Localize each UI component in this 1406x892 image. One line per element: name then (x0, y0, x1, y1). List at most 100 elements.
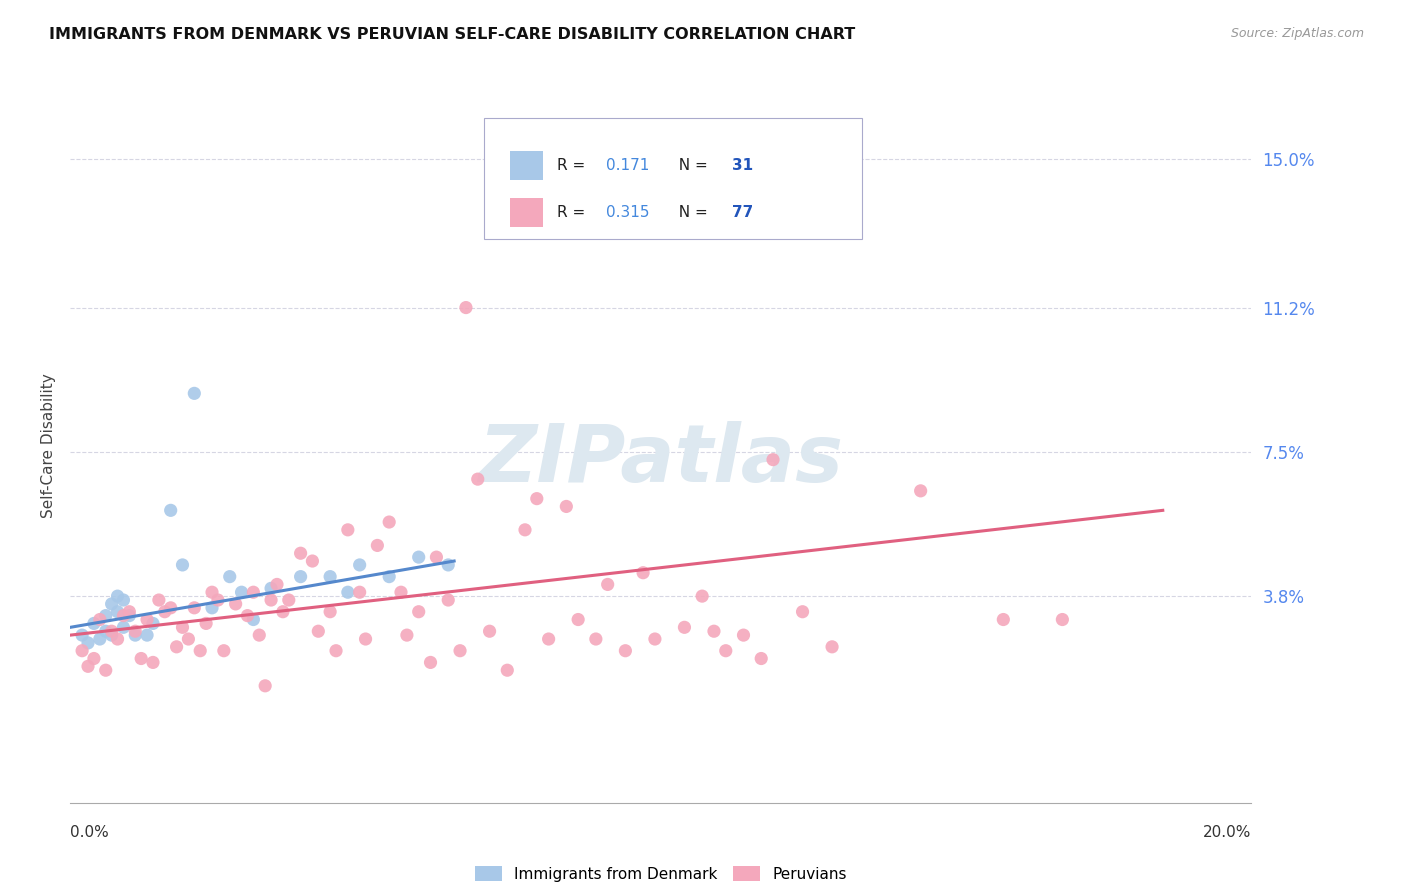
Point (183, 386, 205, 401)
Point (673, 620, 696, 634)
Point (225, 597, 247, 611)
Point (449, 644, 471, 658)
Point (454, 301, 477, 315)
Point (166, 640, 188, 654)
Point (714, 644, 737, 658)
Point (910, 483, 932, 498)
Point (242, 613, 264, 627)
Point (526, 491, 548, 506)
Point (112, 620, 135, 634)
Point (247, 628, 270, 642)
Point (136, 628, 159, 642)
Point (349, 558, 371, 572)
Point (94, 608, 117, 623)
Point (378, 569, 401, 583)
Point (336, 585, 359, 599)
Text: Source: ZipAtlas.com: Source: ZipAtlas.com (1230, 27, 1364, 40)
Point (107, 589, 129, 603)
Bar (509, 198, 543, 227)
Text: 31: 31 (731, 158, 752, 173)
Point (94, 624, 117, 639)
Point (254, 679, 277, 693)
Point (159, 600, 181, 615)
Point (212, 644, 235, 658)
Point (124, 628, 146, 642)
Point (389, 585, 412, 599)
Point (792, 605, 814, 619)
Point (762, 452, 785, 467)
Point (177, 632, 200, 646)
Point (153, 605, 176, 619)
Point (467, 472, 489, 486)
Point (349, 585, 371, 599)
Point (408, 605, 430, 619)
Point (172, 558, 194, 572)
Point (537, 632, 560, 646)
Point (366, 538, 388, 552)
Point (596, 577, 619, 591)
Point (100, 597, 122, 611)
Point (231, 585, 253, 599)
Bar (509, 152, 543, 180)
Point (749, 651, 772, 665)
Point (319, 569, 342, 583)
Point (419, 656, 441, 670)
Text: 77: 77 (731, 205, 754, 220)
Point (100, 628, 122, 642)
Point (201, 585, 224, 599)
Point (290, 569, 312, 583)
Text: N =: N = (669, 205, 713, 220)
Point (70, 628, 93, 642)
Text: 0.171: 0.171 (606, 158, 650, 173)
FancyBboxPatch shape (484, 118, 862, 239)
Point (218, 569, 240, 583)
Point (425, 550, 447, 565)
Point (70, 644, 93, 658)
Point (733, 628, 755, 642)
Point (644, 632, 666, 646)
Point (290, 546, 312, 560)
Point (437, 558, 460, 572)
Point (266, 577, 288, 591)
Point (378, 515, 401, 529)
Point (188, 644, 211, 658)
Point (159, 503, 181, 517)
Point (242, 585, 264, 599)
Point (301, 554, 323, 568)
Point (107, 605, 129, 619)
Point (319, 605, 342, 619)
Point (325, 644, 347, 658)
Point (690, 589, 713, 603)
Point (277, 593, 299, 607)
Point (183, 600, 205, 615)
Point (83, 651, 105, 665)
Point (354, 632, 377, 646)
Point (1052, 613, 1074, 627)
Text: ZIPatlas: ZIPatlas (478, 421, 844, 500)
Point (437, 593, 460, 607)
Point (148, 593, 170, 607)
Point (555, 500, 578, 514)
Text: R =: R = (557, 205, 591, 220)
Point (142, 616, 165, 631)
Point (77, 636, 100, 650)
Point (124, 624, 146, 639)
Point (307, 624, 329, 639)
Point (118, 608, 141, 623)
Point (496, 663, 519, 677)
Point (614, 644, 637, 658)
Point (89, 613, 111, 627)
Point (112, 608, 135, 623)
Point (100, 624, 122, 639)
Point (408, 550, 430, 565)
Point (207, 593, 229, 607)
Point (118, 605, 141, 619)
Legend: Immigrants from Denmark, Peruvians: Immigrants from Denmark, Peruvians (468, 860, 853, 888)
Y-axis label: Self-Care Disability: Self-Care Disability (41, 374, 56, 518)
Point (631, 566, 654, 580)
Point (136, 613, 159, 627)
Point (129, 651, 152, 665)
Point (478, 624, 501, 639)
Point (567, 613, 589, 627)
Point (336, 523, 359, 537)
